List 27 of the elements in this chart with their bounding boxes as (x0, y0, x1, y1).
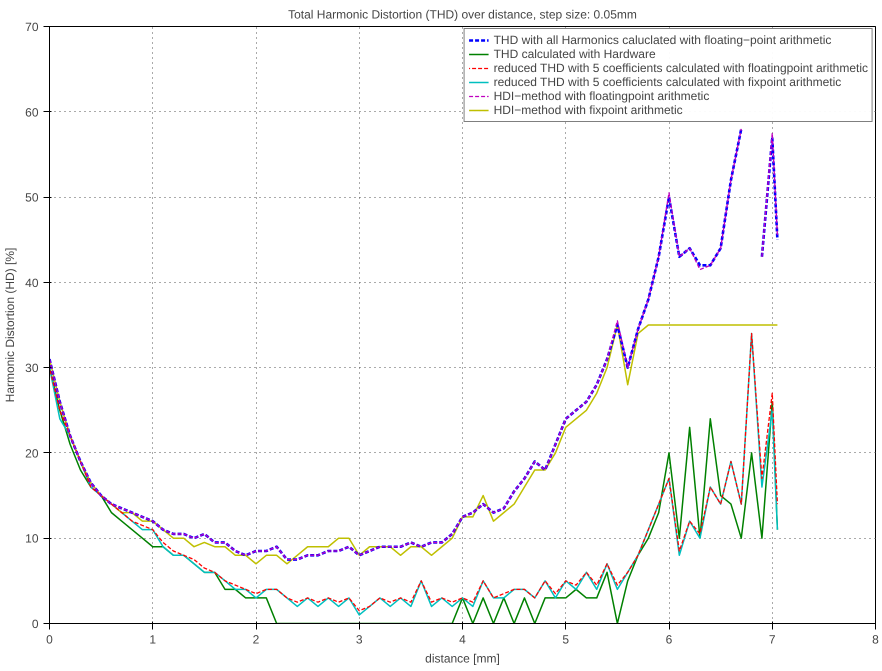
y-tick-label: 30 (25, 361, 39, 376)
x-tick-label: 1 (149, 632, 156, 646)
x-tick-label: 4 (459, 632, 466, 646)
x-tick-label: 5 (562, 632, 570, 646)
y-axis-title: Harmonic Distortion (HD) [%] (3, 248, 18, 402)
legend-label: HDI−method with fixpoint arithmetic (494, 103, 683, 117)
legend-label: THD with all Harmonics caluclated with floating−point arithmetic (494, 33, 832, 47)
y-tick-label: 10 (25, 532, 39, 546)
y-tick-label: 50 (25, 190, 39, 205)
x-axis-title: distance [mm] (425, 652, 500, 666)
y-tick-label: 0 (32, 617, 39, 631)
x-tick-label: 3 (356, 632, 363, 646)
x-tick-label: 0 (46, 632, 54, 646)
legend-label: reduced THD with 5 coefficients calculated with fixpoint arithmetic (494, 75, 842, 89)
y-tick-label: 40 (25, 276, 39, 290)
x-tick-label: 6 (666, 632, 673, 646)
y-tick-label: 60 (25, 105, 39, 120)
chart-title: Total Harmonic Distortion (THD) over distance, step size: 0.05mm (288, 8, 637, 22)
x-tick-label: 2 (252, 632, 260, 646)
legend-label: reduced THD with 5 coefficients calculated with floatingpoint arithmetic (494, 61, 868, 75)
line-series (50, 324, 778, 565)
y-tick-label: 70 (25, 20, 39, 34)
y-tick-label: 20 (25, 446, 39, 460)
x-tick-label: 7 (768, 632, 776, 646)
legend-label: THD calculated with Hardware (494, 47, 656, 61)
legend-label: HDI−method with floatingpoint arithmetic (494, 89, 710, 103)
x-tick-label: 8 (872, 632, 880, 646)
